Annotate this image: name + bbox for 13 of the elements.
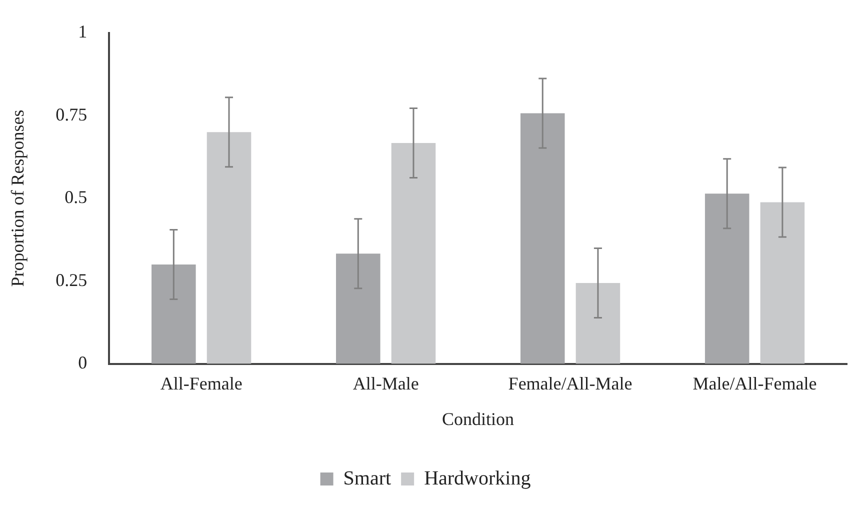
y-axis-title: Proportion of Responses	[8, 110, 28, 287]
x-tick-label: All-Male	[352, 373, 419, 394]
x-tick-label: Female/All-Male	[508, 373, 632, 394]
x-tick-label: All-Female	[160, 373, 242, 394]
legend-label: Hardworking	[424, 467, 531, 490]
y-tick-label: 0.25	[56, 270, 88, 290]
y-tick-label: 0.75	[56, 104, 88, 124]
y-tick-label: 0.5	[64, 187, 88, 208]
y-tick-label: 1	[78, 22, 88, 42]
y-tick-label: 0	[78, 352, 88, 373]
x-axis-title: Condition	[442, 408, 514, 429]
legend-label: Smart	[343, 467, 392, 490]
x-tick-label: Male/All-Female	[692, 373, 817, 394]
